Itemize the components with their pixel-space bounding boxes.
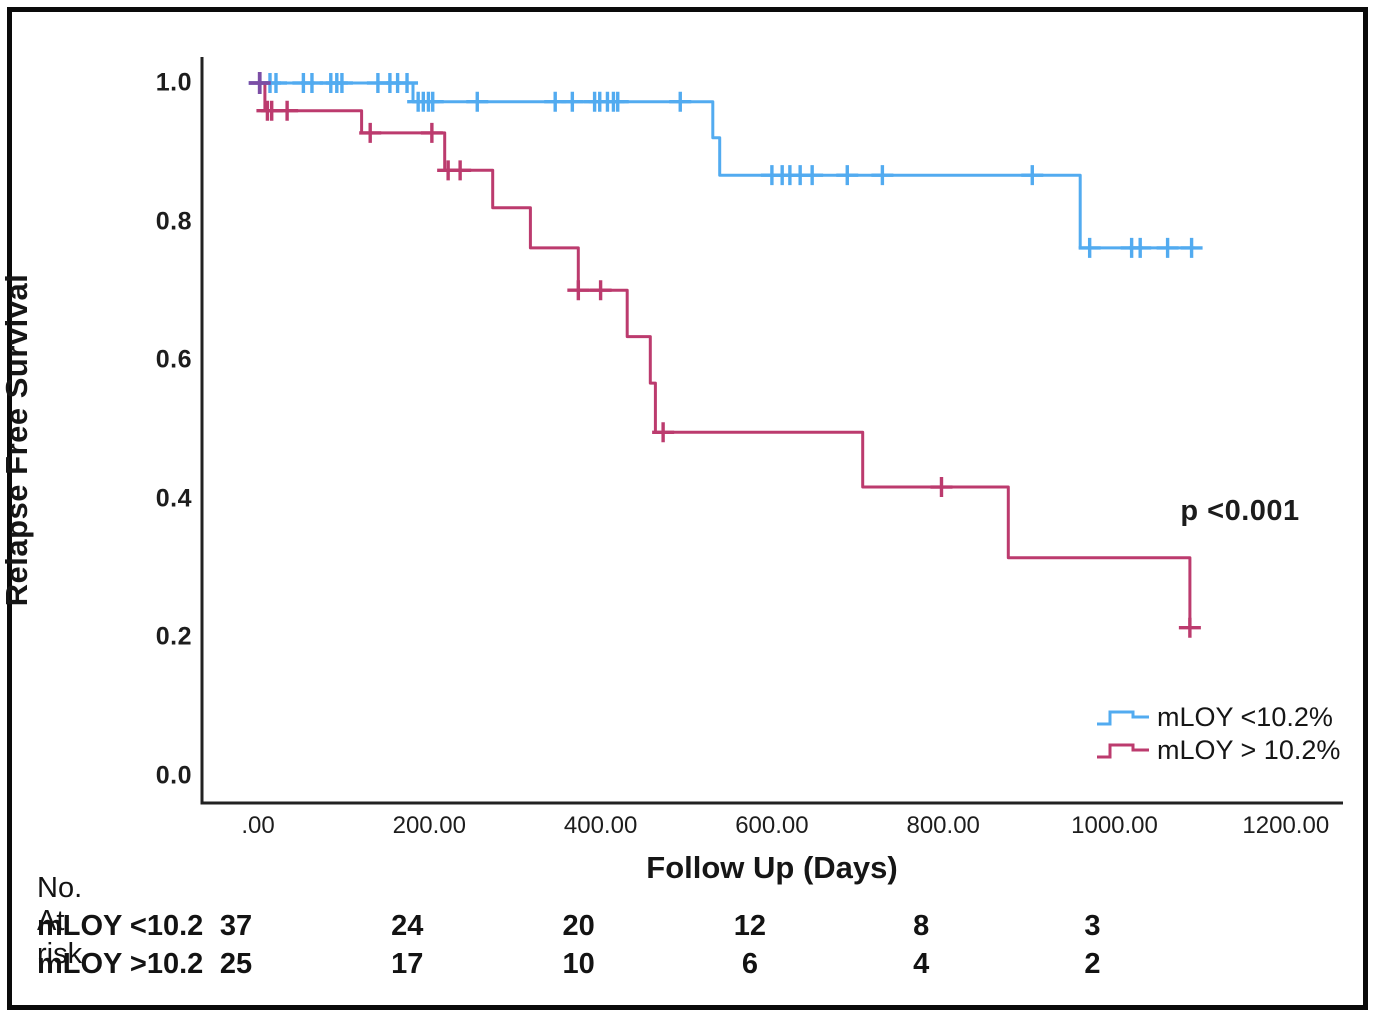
censor-mark [561, 91, 584, 112]
censor-mark [300, 73, 323, 93]
risk-row-mloy-low: mLOY <10.2 37 24 20 12 8 3 [0, 910, 1375, 944]
risk-value: 6 [741, 948, 758, 980]
km-curve-mloy-high [256, 81, 1192, 630]
censor-mark [330, 73, 353, 93]
x-tick-label-400.00: 400.00 [563, 812, 638, 839]
x-tick-label-200.00: 200.00 [392, 812, 466, 839]
x-tick-label-600.00: 600.00 [735, 812, 809, 839]
figure-border [7, 7, 1368, 1010]
x-tick-label-.00: .00 [241, 812, 275, 839]
censor-mark [606, 91, 629, 112]
risk-value: 10 [562, 948, 595, 980]
risk-value: 8 [913, 910, 930, 942]
censor-mark [1180, 237, 1203, 258]
risk-table-header: No. At risk [37, 872, 83, 970]
overlap-censor-mark [248, 72, 271, 94]
y-tick-label-0.2: 0.2 [155, 622, 192, 651]
legend-step-glyph-blue [1097, 710, 1149, 725]
legend-step-glyph-pink [1097, 743, 1149, 758]
y-tick-label-0.0: 0.0 [155, 761, 192, 790]
censor-mark [836, 165, 859, 186]
legend-item-mloy-low: mLOY <10.2% [1095, 701, 1340, 734]
p-value-annotation: p <0.001 [1180, 495, 1300, 527]
x-tick-label-1000.00: 1000.00 [1071, 812, 1158, 839]
risk-row-mloy-high: mLOY >10.2 25 17 10 6 4 2 [0, 948, 1375, 982]
censor-mark [567, 280, 590, 301]
censor-mark [276, 100, 299, 121]
risk-value: 24 [391, 910, 424, 942]
x-axis-title: Follow Up (Days) [646, 850, 898, 885]
censor-mark [421, 91, 444, 112]
y-tick-label-0.6: 0.6 [155, 345, 192, 374]
censor-mark [1021, 165, 1044, 186]
censor-mark [871, 165, 894, 186]
censor-mark [930, 477, 953, 498]
y-tick-label-0.8: 0.8 [155, 207, 192, 236]
risk-value: 4 [913, 948, 930, 980]
y-axis-title: Relapse Free Survival [0, 273, 34, 607]
risk-value: 3 [1084, 910, 1101, 942]
legend-item-mloy-high: mLOY > 10.2% [1095, 734, 1340, 767]
risk-value: 20 [562, 910, 595, 942]
legend-label-mloy-low: mLOY <10.2% [1157, 702, 1333, 732]
censor-mark [1078, 237, 1101, 258]
legend-label-mloy-high: mLOY > 10.2% [1157, 735, 1341, 765]
risk-value: 37 [219, 910, 253, 942]
censor-mark [801, 165, 824, 186]
censor-mark [1178, 617, 1201, 638]
km-curve-mloy-low [256, 81, 1196, 250]
censor-mark [449, 160, 472, 181]
x-tick-label-1200.00: 1200.00 [1242, 812, 1330, 839]
censor-mark [396, 73, 419, 93]
risk-value: 2 [1084, 948, 1101, 980]
risk-value: 17 [391, 948, 424, 980]
censor-mark [652, 422, 675, 443]
risk-value: 25 [219, 948, 253, 980]
censor-mark [1156, 237, 1179, 258]
y-tick-label-1.0: 1.0 [155, 68, 192, 97]
censor-mark [466, 91, 489, 112]
censor-mark [589, 280, 612, 301]
risk-value: 12 [733, 910, 767, 942]
censor-mark [669, 91, 692, 112]
censor-mark [359, 122, 382, 143]
y-tick-label-0.4: 0.4 [155, 484, 192, 513]
x-tick-label-800.00: 800.00 [906, 812, 980, 839]
risk-row-label: mLOY <10.2 [37, 910, 204, 942]
censor-mark [420, 122, 443, 143]
legend: mLOY <10.2% mLOY > 10.2% [1095, 701, 1340, 767]
risk-row-label: mLOY >10.2 [37, 948, 204, 980]
axis-spines [200, 57, 1343, 805]
censor-mark [1129, 237, 1152, 258]
